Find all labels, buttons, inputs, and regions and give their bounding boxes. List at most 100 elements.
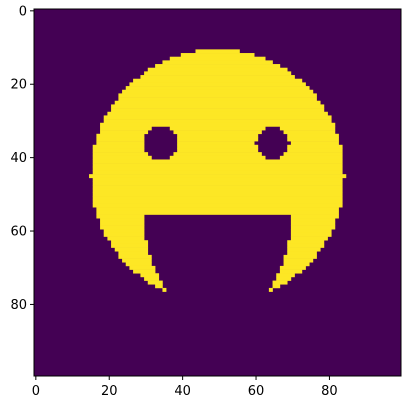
heatmap-cell-run	[92, 192, 343, 197]
heatmap-cell-run	[162, 287, 167, 292]
heatmap-cell-run	[103, 232, 145, 237]
heatmap-cell-run	[103, 115, 332, 120]
heatmap-cell-run	[276, 276, 292, 281]
heatmap-cell-run	[129, 82, 306, 87]
heatmap-cell-run	[155, 284, 163, 289]
heatmap-cell-run	[125, 86, 310, 91]
x-axis: 0 20 40 60 80	[32, 376, 338, 399]
heatmap-cell-run	[169, 155, 266, 160]
heatmap-cell-run	[177, 144, 259, 149]
heatmap-cell-run	[195, 49, 240, 54]
heatmap-cell-run	[290, 214, 339, 219]
heatmap-cell-run	[92, 181, 343, 186]
heatmap-cell-run	[287, 144, 343, 149]
heatmap-cell-run	[162, 60, 273, 65]
heatmap-cell-run	[92, 159, 343, 164]
heatmap-cell-run	[155, 64, 281, 69]
heatmap-cell-run	[107, 111, 328, 116]
y-tick-label: 40	[10, 151, 27, 166]
x-tick-label: 60	[248, 384, 265, 399]
heatmap-cell-run	[290, 236, 328, 241]
heatmap-cell-run	[96, 207, 339, 212]
heatmap-cell-run	[122, 89, 314, 94]
heatmap-cell-run	[279, 265, 306, 270]
heatmap-cell-run	[287, 133, 339, 138]
heatmap-cell-run	[103, 119, 332, 124]
heatmap-cell-run	[100, 225, 145, 230]
heatmap-cell-run	[92, 203, 343, 208]
heatmap-cell-run	[144, 71, 292, 76]
heatmap-cell-run	[177, 141, 255, 146]
heatmap-cell-run	[111, 104, 325, 109]
heatmap-cell-run	[92, 185, 343, 190]
heatmap-cell-run	[279, 126, 336, 131]
heatmap-cell-run	[287, 137, 339, 142]
heatmap-cell-run	[114, 247, 149, 252]
heatmap-cell-run	[180, 53, 255, 58]
heatmap-cell-run	[107, 236, 145, 241]
heatmap-cell-run	[129, 265, 156, 270]
heatmap-cell-run	[92, 196, 343, 201]
heatmap-cell-run	[100, 126, 152, 131]
heatmap-cell-run	[287, 148, 343, 153]
heatmap-cell-run	[290, 225, 336, 230]
heatmap-cell-run	[133, 269, 156, 274]
heatmap-cell-run	[111, 240, 149, 245]
y-tick-label: 80	[10, 298, 27, 313]
heatmap-cell-run	[279, 269, 303, 274]
heatmap-cell-run	[140, 75, 295, 80]
heatmap-cell-run	[96, 214, 145, 219]
heatmap-cell-run	[147, 67, 288, 72]
heatmap-cell-run	[92, 148, 145, 153]
heatmap-cell-run	[290, 229, 332, 234]
heatmap-cell-run	[92, 163, 343, 168]
heatmap-cell-run	[92, 170, 343, 175]
plot-frame	[33, 8, 402, 377]
heatmap-cell-run	[118, 97, 317, 102]
heatmap-cell-run	[89, 174, 347, 179]
heatmap-cell-run	[169, 56, 266, 61]
heatmap-cell-run	[276, 273, 295, 278]
heatmap-cell-run	[272, 280, 288, 285]
heatmap-cell-run	[111, 243, 149, 248]
heatmap-cell-run	[103, 229, 145, 234]
heatmap-cell-run	[92, 177, 343, 182]
heatmap-cell-run	[290, 232, 332, 237]
heatmap-cell-run	[96, 137, 145, 142]
heatmap-cell-run	[283, 262, 310, 267]
heatmap-cell-run	[272, 284, 281, 289]
heatmap-cell-run	[290, 221, 336, 226]
y-tick-label: 20	[10, 78, 27, 93]
heatmap-cell-run	[283, 254, 317, 259]
heatmap-cell-run	[290, 141, 339, 146]
heatmap-cell-run	[100, 218, 145, 223]
heatmap-cell-run	[100, 122, 336, 127]
heatmap-cell-run	[111, 108, 325, 113]
heatmap-cell-run	[125, 262, 152, 267]
heatmap-cell-run	[283, 130, 336, 135]
heatmap-cell-run	[92, 152, 149, 157]
heatmap-cell-run	[287, 247, 321, 252]
heatmap-cell-run	[92, 188, 343, 193]
heatmap-cell-run	[177, 148, 259, 153]
heatmap-cell-run	[96, 210, 339, 215]
heatmap-cell-run	[118, 251, 149, 256]
heatmap-cell-run	[173, 152, 262, 157]
heatmap-cell-run	[169, 126, 266, 131]
heatmap-cell-run	[118, 93, 317, 98]
heatmap-cell-run	[118, 254, 152, 259]
heatmap-cell-run	[92, 199, 343, 204]
heatmap-cell-run	[92, 166, 343, 171]
heatmap-cell-run	[287, 243, 325, 248]
y-tick-label: 60	[10, 225, 27, 240]
heatmap-cell-run	[177, 133, 259, 138]
heatmap-cell-run	[100, 130, 149, 135]
heatmap-cell-run	[114, 100, 321, 105]
heatmap-cell-run	[92, 144, 145, 149]
heatmap-cell-run	[287, 240, 325, 245]
x-tick-label: 20	[101, 384, 118, 399]
plot-area	[34, 9, 401, 376]
heatmap-cell-run	[287, 251, 317, 256]
heatmap-cell-run	[290, 218, 336, 223]
x-tick-label: 80	[321, 384, 338, 399]
